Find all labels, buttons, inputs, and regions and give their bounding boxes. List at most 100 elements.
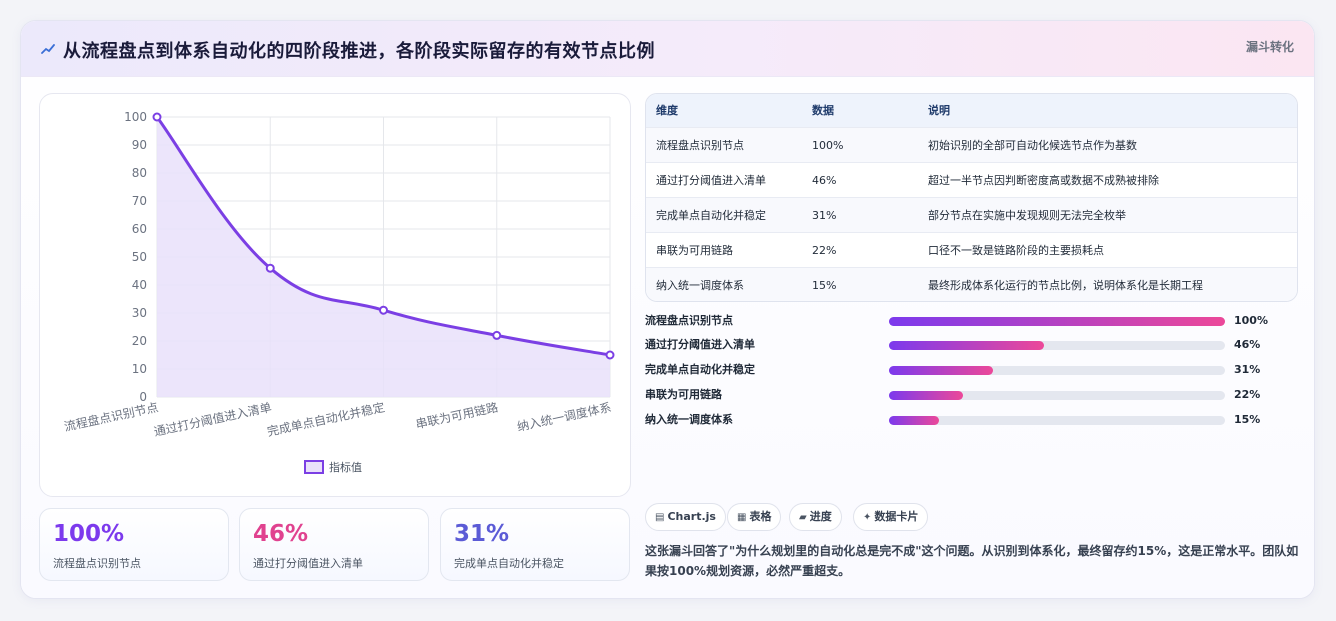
x-tick-label: 流程盘点识别节点 [63, 399, 160, 434]
table-cell: 46% [812, 174, 837, 187]
y-tick-label: 0 [139, 390, 147, 404]
progress-value: 31% [1234, 363, 1261, 376]
progress-track [889, 391, 1225, 400]
progress-track [889, 341, 1225, 350]
table-cell: 串联为可用链路 [656, 244, 733, 257]
table-row: 纳入统一调度体系 15% 最终形成体系化运行的节点比例，说明体系化是长期工程 [646, 267, 1297, 301]
progress-fill [889, 341, 1044, 350]
kpi-card: 46% 通过打分阈值进入清单 [239, 508, 429, 581]
data-table: 维度 数据 说明 流程盘点识别节点 100% 初始识别的全部可自动化候选节点作为… [645, 93, 1298, 302]
table-row: 通过打分阈值进入清单 46% 超过一半节点因判断密度高或数据不成熟被排除 [646, 162, 1297, 197]
kpi-label: 完成单点自动化并稳定 [454, 557, 564, 570]
sparkle-icon: ✦ [863, 512, 872, 523]
legend-swatch [304, 460, 324, 474]
table-cell: 22% [812, 244, 837, 257]
kpi-value: 46% [253, 521, 309, 547]
x-tick-label: 纳入统一调度体系 [516, 399, 613, 434]
progress-value: 100% [1234, 314, 1268, 327]
table-cell: 通过打分阈值进入清单 [656, 174, 766, 187]
y-tick-label: 30 [132, 306, 147, 320]
dashboard-card: 从流程盘点到体系自动化的四阶段推进，各阶段实际留存的有效节点比例 漏斗转化 0 1… [20, 20, 1315, 599]
page-title: 从流程盘点到体系自动化的四阶段推进，各阶段实际留存的有效节点比例 [63, 41, 655, 62]
y-tick-label: 20 [132, 334, 147, 348]
table-header-cell: 说明 [928, 104, 950, 117]
table-cell: 初始识别的全部可自动化候选节点作为基数 [928, 139, 1137, 152]
chart-panel: 0 10 20 30 40 50 60 70 80 90 100 流程盘点识别节点 通过打分阈值进入清单… [39, 93, 631, 497]
chip-progress[interactable]: ▰ 进度 [789, 503, 842, 531]
y-tick-label: 60 [132, 222, 147, 236]
chip-table[interactable]: ▦ 表格 [727, 503, 782, 531]
table-cell: 最终形成体系化运行的节点比例，说明体系化是长期工程 [928, 279, 1203, 292]
table-icon: ▦ [737, 512, 747, 523]
progress-label: 流程盘点识别节点 [645, 314, 733, 327]
progress-fill [889, 416, 940, 425]
table-cell: 完成单点自动化并稳定 [656, 209, 766, 222]
summary-note: 这张漏斗回答了"为什么规划里的自动化总是完不成"这个问题。从识别到体系化，最终留… [645, 544, 1299, 578]
y-tick-label: 80 [132, 166, 147, 180]
area-chart: 0 10 20 30 40 50 60 70 80 90 100 流程盘点识别节点通过打分阈值进入清单… [63, 110, 615, 474]
data-point [379, 305, 388, 315]
table-header-cell: 数据 [812, 104, 834, 117]
table-cell: 口径不一致是链路阶段的主要损耗点 [928, 244, 1104, 257]
progress-track [889, 366, 1225, 375]
progress-value: 15% [1234, 413, 1261, 426]
progress-row: 串联为可用链路 22% [645, 386, 1298, 404]
kpi-value: 100% [53, 521, 125, 547]
x-tick-label: 完成单点自动化并稳定 [266, 399, 387, 439]
table-cell: 15% [812, 279, 837, 292]
chip-label: 表格 [749, 510, 772, 523]
table-cell: 超过一半节点因判断密度高或数据不成熟被排除 [928, 174, 1159, 187]
legend-label: 指标值 [329, 460, 362, 474]
y-tick-label: 40 [132, 278, 147, 292]
x-tick-label: 通过打分阈值进入清单 [152, 399, 273, 439]
chip-label: Chart.js [667, 510, 716, 523]
kpi-card: 100% 流程盘点识别节点 [39, 508, 229, 581]
progress-fill [889, 366, 994, 375]
card-header: 从流程盘点到体系自动化的四阶段推进，各阶段实际留存的有效节点比例 漏斗转化 [21, 21, 1314, 77]
kpi-value: 31% [454, 521, 510, 547]
kpi-card: 31% 完成单点自动化并稳定 [440, 508, 630, 581]
chip-label: 数据卡片 [874, 510, 919, 523]
data-point [492, 330, 502, 340]
y-tick-label: 10 [132, 362, 147, 376]
data-point [265, 263, 275, 273]
table-cell: 纳入统一调度体系 [656, 279, 744, 292]
progress-row: 流程盘点识别节点 100% [645, 312, 1298, 330]
table-header-cell: 维度 [656, 104, 678, 117]
trend-icon [41, 39, 57, 59]
progress-row: 完成单点自动化并稳定 31% [645, 361, 1298, 379]
data-point [605, 350, 615, 360]
table-cell: 流程盘点识别节点 [656, 139, 744, 152]
series-area [157, 117, 610, 397]
table-header-row: 维度 数据 说明 [646, 94, 1297, 127]
progress-label: 纳入统一调度体系 [645, 413, 733, 426]
table-cell: 31% [812, 209, 837, 222]
data-point [152, 112, 162, 122]
chip-label: 进度 [809, 510, 832, 523]
progress-row: 纳入统一调度体系 15% [645, 411, 1298, 429]
chart-icon: ▤ [655, 512, 665, 523]
progress-value: 46% [1234, 338, 1261, 351]
table-row: 串联为可用链路 22% 口径不一致是链路阶段的主要损耗点 [646, 232, 1297, 267]
y-tick-label: 50 [132, 250, 147, 264]
progress-row: 通过打分阈值进入清单 46% [645, 336, 1298, 354]
table-cell: 100% [812, 139, 844, 152]
progress-fill [889, 391, 963, 400]
table-cell: 部分节点在实施中发现规则无法完全枚举 [928, 209, 1126, 222]
category-tag: 漏斗转化 [1245, 40, 1294, 54]
table-row: 完成单点自动化并稳定 31% 部分节点在实施中发现规则无法完全枚举 [646, 197, 1297, 232]
chip-chartjs[interactable]: ▤ Chart.js [645, 503, 726, 531]
x-tick-label: 串联为可用链路 [414, 399, 499, 431]
progress-track [889, 416, 1225, 425]
table-row: 流程盘点识别节点 100% 初始识别的全部可自动化候选节点作为基数 [646, 127, 1297, 162]
kpi-label: 通过打分阈值进入清单 [253, 557, 363, 570]
y-tick-label: 100 [124, 110, 147, 124]
chip-data-card[interactable]: ✦ 数据卡片 [853, 503, 929, 531]
progress-label: 通过打分阈值进入清单 [645, 338, 755, 351]
y-tick-label: 70 [132, 194, 147, 208]
progress-track [889, 317, 1225, 326]
progress-value: 22% [1234, 388, 1261, 401]
progress-fill [889, 317, 1225, 326]
series-line [155, 116, 611, 357]
progress-label: 串联为可用链路 [645, 388, 722, 401]
